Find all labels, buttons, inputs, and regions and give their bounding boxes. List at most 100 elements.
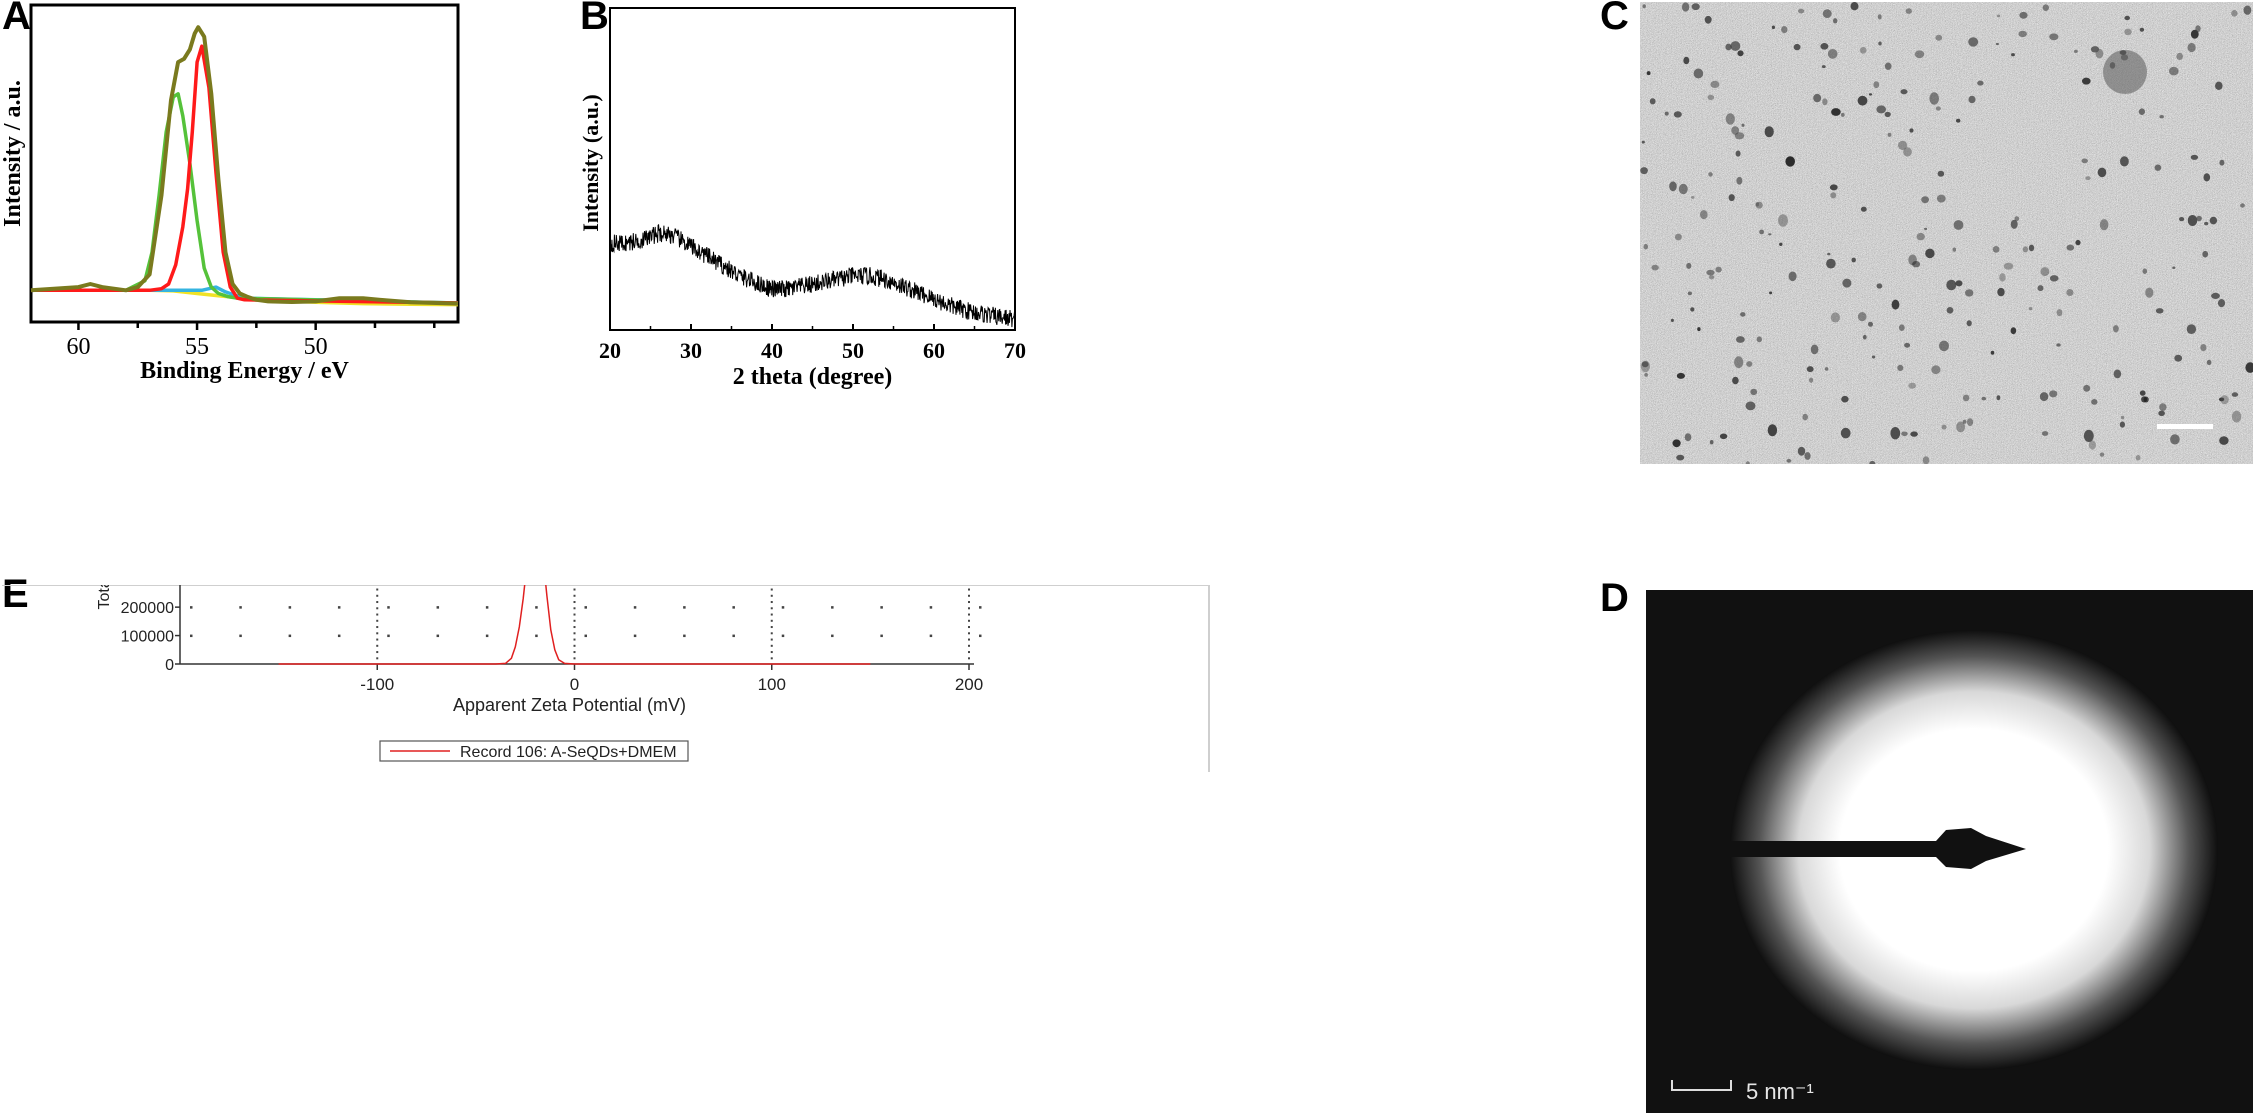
tem-particle [1857, 95, 1868, 106]
zeta-grid-dot-vertical [573, 657, 576, 660]
tem-particle [1884, 111, 1891, 118]
tem-particle [1731, 126, 1740, 135]
tem-particle [2243, 5, 2252, 15]
tem-particle [1890, 427, 1901, 440]
tem-particle [1736, 176, 1743, 185]
zeta-grid-dot-vertical [573, 651, 576, 654]
zeta-grid-dot-vertical [770, 601, 773, 604]
tem-particle [1643, 243, 1648, 250]
tem-particle [1700, 210, 1708, 220]
tem-particle [2083, 384, 2091, 392]
tem-particle [2119, 421, 2125, 428]
beam-stopper [1646, 828, 2026, 869]
tem-particle [1992, 246, 2000, 253]
zeta-grid-dot-vertical [770, 632, 773, 635]
zeta-x-axis-label: Apparent Zeta Potential (mV) [453, 695, 686, 715]
zeta-grid-dot-vertical [770, 607, 773, 610]
tem-particle [1710, 80, 1720, 88]
tem-particle [2155, 308, 2164, 314]
zeta-grid-dot [239, 606, 242, 609]
tem-particle [1831, 108, 1841, 116]
tem-particle [1891, 299, 1900, 310]
panel-label-e: E [2, 572, 29, 616]
zeta-grid-dot [190, 634, 193, 638]
tem-particle [2018, 30, 2027, 38]
tem-particle [1868, 321, 1873, 327]
tem-particle [1897, 364, 1904, 371]
tem-particle [1735, 150, 1741, 157]
zeta-grid-dot-vertical [770, 613, 773, 616]
tem-particle [1860, 206, 1867, 212]
zeta-x-tick-label: 0 [570, 675, 579, 694]
tem-particle [1644, 373, 1648, 377]
tem-particle [1997, 14, 2001, 18]
tem-particle [1693, 68, 1704, 79]
tem-particle [1996, 395, 2001, 401]
tem-particle [1813, 93, 1822, 103]
tem-particle [2019, 11, 2028, 19]
tem-particle [2240, 203, 2245, 208]
zeta-grid-dot [239, 634, 242, 638]
tem-particle [2219, 159, 2225, 166]
tem-particle [1904, 342, 1911, 348]
tem-particle [1821, 65, 1826, 69]
tem-particle [2010, 327, 2017, 335]
tem-particle [2206, 359, 2212, 365]
tem-particle [1955, 280, 1963, 287]
tem-particle [1781, 26, 1788, 34]
tem-particle [1827, 49, 1838, 59]
tem-particle [1690, 307, 1695, 312]
zeta-y-tick-label: 200000 [121, 600, 174, 617]
tem-particle [1681, 2, 1690, 12]
tem-particle [1691, 3, 1700, 11]
zeta-y-tick-label: 100000 [121, 629, 174, 646]
tem-particle [1646, 71, 1651, 76]
tem-particle [2040, 267, 2050, 277]
tem-particle [2159, 115, 2164, 119]
zeta-grid-dot-vertical [968, 638, 970, 641]
zeta-grid-dot-vertical [573, 601, 576, 604]
xrd-x-tick-label: 70 [1004, 338, 1026, 363]
tem-particle [1925, 248, 1935, 259]
zeta-grid-dot [633, 634, 637, 638]
tem-particle [1877, 14, 1882, 20]
xps-series-envelope [30, 25, 459, 306]
zeta-grid-dot-vertical [770, 657, 773, 660]
zeta-grid-dot-vertical [968, 632, 970, 635]
tem-particle [1804, 452, 1811, 460]
tem-particle [2120, 415, 2125, 420]
tem-particle [1745, 401, 1756, 411]
zeta-grid-dot [683, 606, 686, 609]
tem-particle [1999, 273, 2006, 282]
tem-particle [1868, 93, 1873, 96]
tem-particle [2066, 244, 2075, 251]
tem-particle [1822, 98, 1828, 106]
tem-particle [1683, 56, 1690, 65]
tem-particle [2220, 395, 2229, 405]
tem-particle [1953, 220, 1964, 230]
tem-particle [1640, 360, 1650, 373]
tem-particle [1956, 118, 1961, 123]
zeta-grid-dot-vertical [770, 638, 773, 641]
panel-label-c: C [1600, 0, 1629, 38]
xrd-x-tick-label: 60 [923, 338, 945, 363]
tem-particle [1651, 264, 1659, 271]
zeta-grid-dot-vertical [770, 619, 773, 622]
tem-particle [2113, 325, 2119, 333]
tem-particle [1740, 312, 1746, 317]
tem-particle [1887, 132, 1892, 137]
tem-particle [1778, 214, 1788, 227]
tem-particle [1914, 50, 1925, 59]
zeta-grid-dot-vertical [376, 601, 379, 604]
tem-particle [1935, 34, 1943, 41]
tem-particle [1912, 261, 1921, 268]
zeta-grid-dot-vertical [770, 626, 773, 629]
zeta-grid-dot-vertical [968, 651, 970, 654]
zeta-grid-dot [732, 606, 735, 609]
tem-particle [2179, 217, 2185, 222]
tem-particle [1931, 365, 1941, 375]
zeta-grid-dot-vertical [376, 657, 379, 660]
zeta-grid-dot [979, 606, 982, 609]
tem-particle [1725, 113, 1735, 125]
tem-image-texture [1640, 2, 2254, 467]
